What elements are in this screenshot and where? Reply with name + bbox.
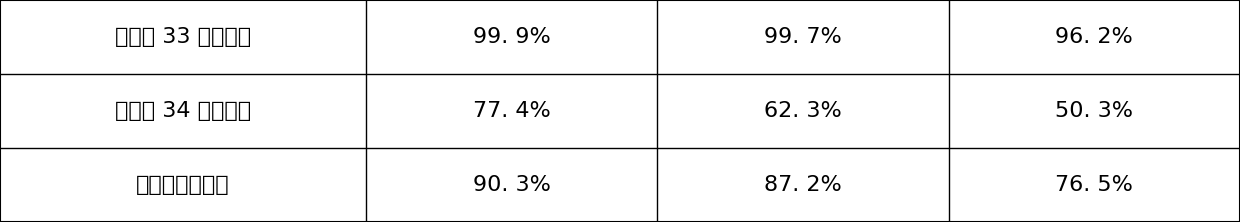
Text: 比较例的冻存液: 比较例的冻存液	[136, 175, 229, 195]
Text: 50. 3%: 50. 3%	[1055, 101, 1133, 121]
Text: 76. 5%: 76. 5%	[1055, 175, 1133, 195]
Text: 实施例 33 的冻存液: 实施例 33 的冻存液	[115, 27, 250, 47]
Text: 96. 2%: 96. 2%	[1055, 27, 1133, 47]
Text: 99. 9%: 99. 9%	[472, 27, 551, 47]
Text: 62. 3%: 62. 3%	[764, 101, 842, 121]
Text: 实施例 34 的冻存液: 实施例 34 的冻存液	[115, 101, 250, 121]
Text: 99. 7%: 99. 7%	[764, 27, 842, 47]
Text: 90. 3%: 90. 3%	[472, 175, 551, 195]
Text: 87. 2%: 87. 2%	[764, 175, 842, 195]
Text: 77. 4%: 77. 4%	[472, 101, 551, 121]
